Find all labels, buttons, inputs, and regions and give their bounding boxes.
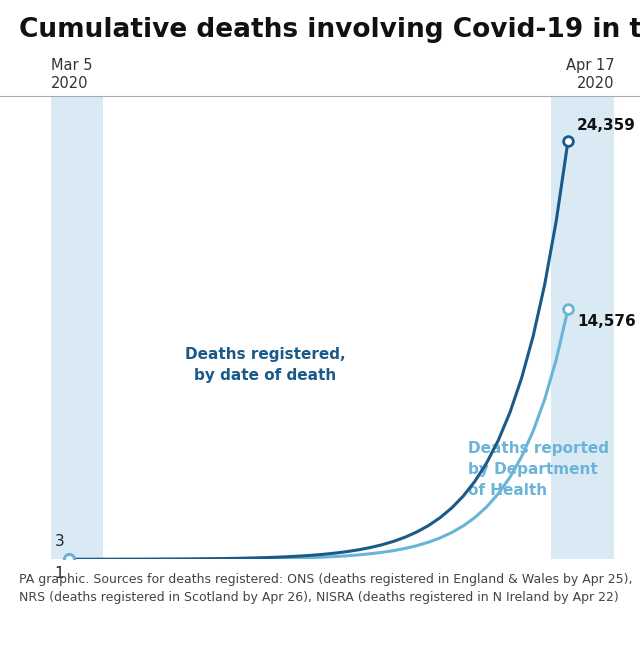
Text: 14,576: 14,576 [577,314,636,330]
Text: Deaths reported
by Department
of Health: Deaths reported by Department of Health [468,440,609,498]
Text: Cumulative deaths involving Covid-19 in the UK: Cumulative deaths involving Covid-19 in … [19,17,640,42]
Text: Deaths registered,
by date of death: Deaths registered, by date of death [185,347,346,383]
Bar [550,96,614,559]
Text: Apr 17
2020: Apr 17 2020 [566,58,614,91]
Text: PA graphic. Sources for deaths registered: ONS (deaths registered in England & W: PA graphic. Sources for deaths registere… [19,573,633,604]
Bar [51,96,104,559]
Text: 3: 3 [54,534,65,549]
Text: Mar 5
2020: Mar 5 2020 [51,58,93,91]
Text: 24,359: 24,359 [577,118,636,133]
Text: 1: 1 [54,566,64,581]
